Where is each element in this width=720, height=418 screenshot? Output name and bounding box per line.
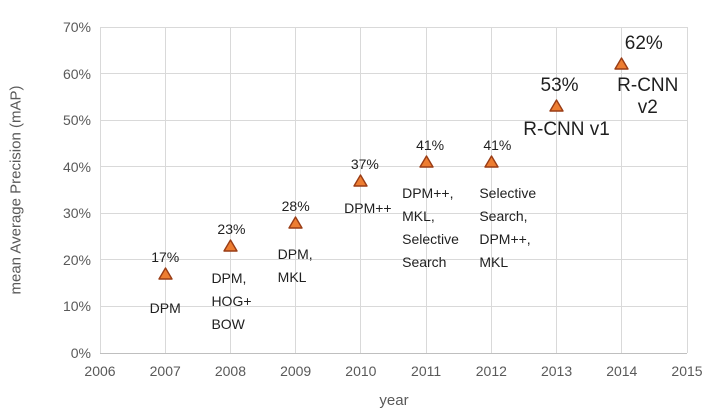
- data-point-triangle-marker-icon: [549, 99, 564, 112]
- v-gridline: [490, 27, 492, 353]
- point-method-label: R-CNN v2: [617, 75, 679, 119]
- v-gridline: [164, 27, 166, 353]
- data-point-triangle-marker-icon: [288, 215, 303, 229]
- x-axis-line: [100, 353, 687, 354]
- y-tick-label: 60%: [62, 65, 91, 82]
- point-method-label: DPM, MKL: [277, 245, 313, 285]
- y-tick-label: 40%: [62, 158, 91, 175]
- point-value-label: 23%: [217, 220, 246, 237]
- h-gridline: [100, 119, 687, 121]
- y-tick-label: 30%: [62, 205, 91, 222]
- x-tick-label: 2015: [671, 363, 703, 379]
- point-value-label: 62%: [624, 33, 663, 55]
- point-value-label: 17%: [151, 248, 180, 265]
- point-value-label: 53%: [540, 75, 579, 97]
- point-value-label: 37%: [350, 155, 379, 172]
- y-tick-label: 70%: [62, 19, 91, 35]
- point-value-label: 41%: [483, 137, 512, 154]
- data-point-triangle-marker-icon: [418, 155, 434, 168]
- point-method-label: Selective Search, DPM++, MKL: [479, 185, 537, 271]
- h-gridline: [100, 212, 687, 214]
- x-axis-title: year: [379, 392, 409, 409]
- h-gridline: [100, 73, 687, 75]
- data-point-triangle-marker-icon: [223, 239, 238, 252]
- h-gridline: [100, 259, 687, 261]
- y-tick-label: 10%: [62, 298, 91, 315]
- data-point-triangle-marker-icon: [353, 173, 369, 187]
- x-tick-label: 2014: [606, 363, 638, 379]
- point-method-label: DPM++, MKL, Selective Search: [402, 185, 459, 271]
- v-gridline: [360, 27, 362, 353]
- x-tick-label: 2011: [411, 363, 442, 379]
- data-point-triangle-marker-icon: [614, 57, 629, 70]
- x-tick-label: 2008: [214, 363, 247, 379]
- v-gridline: [556, 27, 558, 353]
- x-tick-label: 2010: [345, 363, 377, 379]
- point-method-label: DPM: [149, 299, 181, 316]
- h-gridline: [100, 305, 687, 307]
- x-tick-label: 2007: [149, 363, 181, 379]
- point-value-label: 28%: [281, 197, 310, 214]
- v-gridline: [686, 27, 688, 353]
- point-method-label: DPM++: [344, 199, 392, 216]
- v-gridline: [295, 27, 297, 353]
- x-tick-label: 2006: [84, 363, 116, 379]
- v-gridline: [621, 27, 623, 353]
- v-gridline: [425, 27, 427, 353]
- y-tick-label: 50%: [62, 112, 91, 129]
- point-value-label: 41%: [416, 137, 445, 154]
- x-tick-label: 2009: [280, 363, 312, 379]
- point-method-label: R-CNN v1: [523, 119, 610, 141]
- y-tick-label: 0%: [70, 345, 91, 361]
- v-gridline: [229, 27, 231, 353]
- y-tick-label: 20%: [62, 251, 91, 268]
- h-gridline: [100, 166, 687, 168]
- h-gridline: [100, 26, 687, 28]
- data-point-triangle-marker-icon: [484, 155, 499, 168]
- x-tick-label: 2012: [475, 363, 507, 379]
- v-gridline: [99, 27, 101, 353]
- x-tick-label: 2013: [540, 363, 573, 379]
- data-point-triangle-marker-icon: [158, 267, 173, 280]
- point-method-label: DPM, HOG+ BOW: [211, 269, 252, 332]
